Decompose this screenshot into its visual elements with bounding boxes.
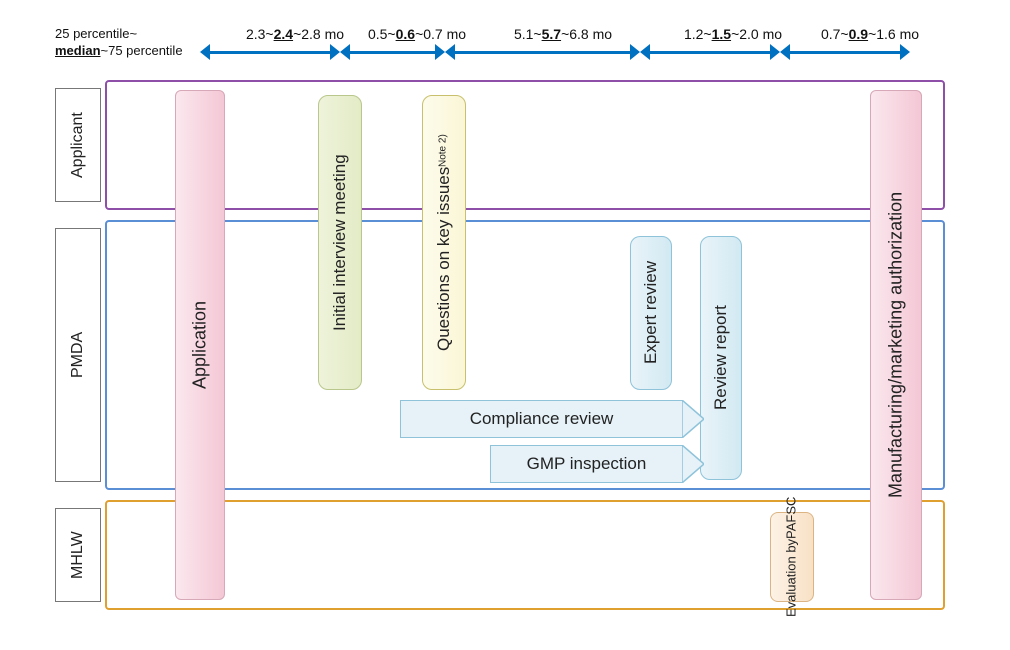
box-expert-review: Expert review [630,236,672,390]
timeline-label-3: 1.2~1.5~2.0 mo [668,26,798,42]
box-label-initial-interview: Initial interview meeting [319,96,361,389]
timeline-arrow-2 [455,51,630,54]
timeline-arrow-1 [350,51,435,54]
timeline-arrow-left-1 [340,44,350,60]
box-label-application: Application [176,91,224,599]
timeline-high-0: ~2.8 mo [293,26,344,42]
timeline-arrow-0 [210,51,330,54]
box-application: Application [175,90,225,600]
timeline-arrow-left-4 [780,44,790,60]
timeline-low-2: 5.1~ [514,26,542,42]
box-marketing-auth: Manufacturing/marketing authorization [870,90,922,600]
timeline-mid-4: 0.9 [849,26,868,42]
lane-applicant [105,80,945,210]
box-label-evaluation-pafsc-line2: PAFSC [785,497,800,539]
box-label-review-report: Review report [701,237,741,479]
timeline-mid-1: 0.6 [396,26,415,42]
box-label-evaluation-pafsc: Evaluation byPAFSC [771,513,813,601]
timeline-mid-3: 1.5 [712,26,731,42]
lane-label-text-pmda: PMDA [56,229,100,481]
timeline-low-3: 1.2~ [684,26,712,42]
legend: 25 percentile~median~75 percentile [55,26,183,60]
timeline-arrow-left-2 [445,44,455,60]
lane-label-applicant: Applicant [55,88,101,202]
box-label-questions-key: Questions on key issuesNote 2) [423,96,465,389]
timeline-low-4: 0.7~ [821,26,849,42]
legend-median: median [55,43,101,58]
box-label-marketing-auth: Manufacturing/marketing authorization [871,91,921,599]
arrowbox-gmp-inspection: GMP inspection [490,445,704,483]
timeline-arrow-right-2 [630,44,640,60]
lane-label-text-mhlw: MHLW [56,509,100,601]
lane-mhlw [105,500,945,610]
arrowbox-body-gmp-inspection: GMP inspection [490,445,682,483]
box-label-main-questions-key: Questions on key issues [434,167,454,351]
box-initial-interview: Initial interview meeting [318,95,362,390]
timeline-label-4: 0.7~0.9~1.6 mo [805,26,935,42]
box-label-expert-review: Expert review [631,237,671,389]
timeline-arrow-3 [650,51,770,54]
legend-line1: 25 percentile~ [55,26,183,43]
legend-percentile: ~75 percentile [101,43,183,58]
timeline-label-2: 5.1~5.7~6.8 mo [498,26,628,42]
timeline-high-2: ~6.8 mo [561,26,612,42]
timeline-label-1: 0.5~0.6~0.7 mo [352,26,482,42]
box-questions-key: Questions on key issuesNote 2) [422,95,466,390]
arrowbox-body-compliance-review: Compliance review [400,400,682,438]
lane-label-mhlw: MHLW [55,508,101,602]
timeline-low-1: 0.5~ [368,26,396,42]
timeline-arrow-left-0 [200,44,210,60]
arrowbox-tip-compliance-review [682,400,704,438]
timeline-mid-0: 2.4 [274,26,293,42]
timeline-arrow-left-3 [640,44,650,60]
timeline-mid-2: 5.7 [542,26,561,42]
lane-label-pmda: PMDA [55,228,101,482]
box-review-report: Review report [700,236,742,480]
box-label-evaluation-pafsc-line1: Evaluation by [785,539,800,617]
timeline-arrow-right-4 [900,44,910,60]
timeline-arrow-right-3 [770,44,780,60]
lane-label-text-applicant: Applicant [56,89,100,201]
timeline-arrow-right-0 [330,44,340,60]
legend-line2: median~75 percentile [55,43,183,60]
timeline-high-1: ~0.7 mo [415,26,466,42]
arrowbox-compliance-review: Compliance review [400,400,704,438]
box-label-sup-questions-key: Note 2) [438,134,451,167]
timeline-low-0: 2.3~ [246,26,274,42]
timeline-label-0: 2.3~2.4~2.8 mo [230,26,360,42]
arrowbox-tip-gmp-inspection [682,445,704,483]
timeline-arrow-4 [790,51,900,54]
timeline-arrow-right-1 [435,44,445,60]
box-evaluation-pafsc: Evaluation byPAFSC [770,512,814,602]
timeline-high-4: ~1.6 mo [868,26,919,42]
timeline-high-3: ~2.0 mo [731,26,782,42]
